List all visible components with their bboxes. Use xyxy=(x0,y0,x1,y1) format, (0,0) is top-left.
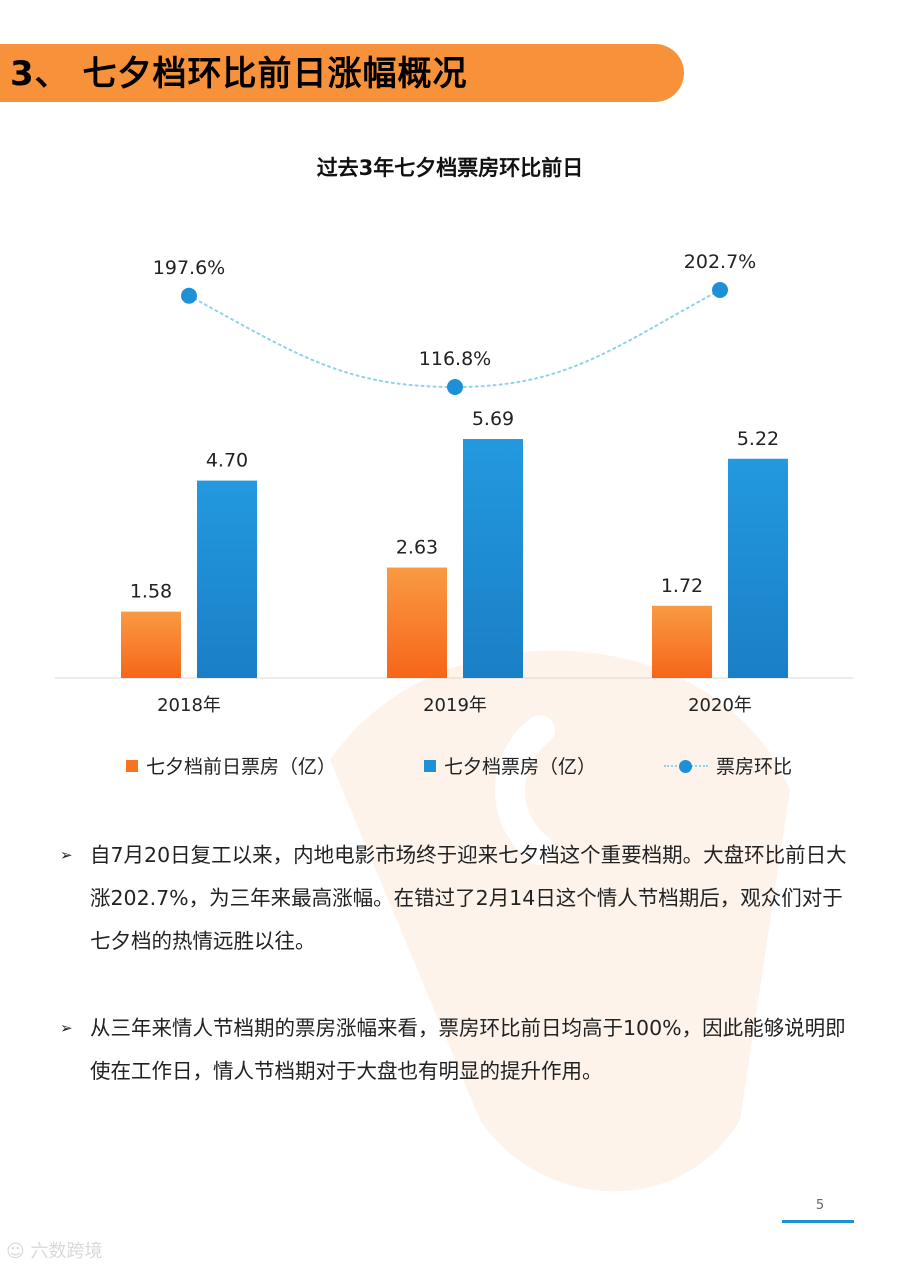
legend-item-prev-day: 七夕档前日票房（亿） xyxy=(126,752,336,782)
bar-label-prev-day: 1.72 xyxy=(661,575,703,597)
legend-swatch-orange xyxy=(126,759,138,772)
bar-prev-day xyxy=(121,611,181,678)
line-point-ratio xyxy=(447,379,463,395)
chart-title: 过去3年七夕档票房环比前日 xyxy=(316,156,584,180)
bullet-paragraph-2: ➢ 从三年来情人节档期的票房涨幅来看，票房环比前日均高于100%，因此能够说明即… xyxy=(60,1007,860,1093)
bullet-text: 自7月20日复工以来，内地电影市场终于迎来七夕档这个重要档期。大盘环比前日大涨2… xyxy=(90,843,847,953)
legend-line-marker xyxy=(664,759,708,773)
bar-label-qixi: 5.69 xyxy=(472,408,514,430)
bullet-text: 从三年来情人节档期的票房涨幅来看，票房环比前日均高于100%，因此能够说明即使在… xyxy=(90,1016,846,1083)
bullet-arrow-icon: ➢ xyxy=(60,1019,73,1037)
legend-label: 票房环比 xyxy=(716,756,793,778)
line-label-ratio: 197.6% xyxy=(153,257,225,279)
bar-label-prev-day: 2.63 xyxy=(396,537,438,559)
bullet-paragraph-1: ➢ 自7月20日复工以来，内地电影市场终于迎来七夕档这个重要档期。大盘环比前日大… xyxy=(60,834,860,963)
header-bar xyxy=(0,44,684,102)
legend-swatch-blue xyxy=(424,759,436,772)
bullet-arrow-icon: ➢ xyxy=(60,846,73,864)
logo-text: 六数跨境 xyxy=(30,1241,103,1262)
legend-label: 七夕档前日票房（亿） xyxy=(146,756,337,778)
legend-item-qixi: 七夕档票房（亿） xyxy=(424,752,596,782)
chart: 1.58 4.70 2018年 2.63 5.69 2019年 1.72 5.22 2020年 1… xyxy=(55,251,853,716)
bar-label-prev-day: 1.58 xyxy=(130,581,172,603)
bar-qixi xyxy=(197,480,257,678)
bar-qixi xyxy=(728,458,788,678)
page-number: 5 xyxy=(815,1198,825,1213)
logo-icon: ☺ xyxy=(6,1241,31,1262)
x-tick-label: 2019年 xyxy=(423,695,487,716)
chart-legend: 七夕档前日票房（亿） 七夕档票房（亿） 票房环比 xyxy=(0,752,900,782)
line-label-ratio: 202.7% xyxy=(684,251,756,273)
line-point-ratio xyxy=(181,287,197,304)
page-number-underline xyxy=(782,1220,854,1223)
bar-prev-day xyxy=(387,567,447,678)
legend-label: 七夕档票房（亿） xyxy=(444,756,597,778)
legend-item-ratio: 票房环比 xyxy=(664,752,792,782)
bar-label-qixi: 4.70 xyxy=(206,450,248,472)
watermark-logo xyxy=(330,650,790,1192)
bar-prev-day xyxy=(652,605,712,678)
bar-qixi xyxy=(463,439,523,678)
corner-logo: ☺ 六数跨境 xyxy=(6,1238,103,1266)
x-tick-label: 2020年 xyxy=(688,695,752,716)
section-title: 3、 七夕档环比前日涨幅概况 xyxy=(10,54,468,94)
line-label-ratio: 116.8% xyxy=(419,348,491,370)
x-tick-label: 2018年 xyxy=(157,695,221,716)
bar-label-qixi: 5.22 xyxy=(737,428,779,450)
line-point-ratio xyxy=(712,282,728,298)
series-line-ratio xyxy=(188,289,721,389)
